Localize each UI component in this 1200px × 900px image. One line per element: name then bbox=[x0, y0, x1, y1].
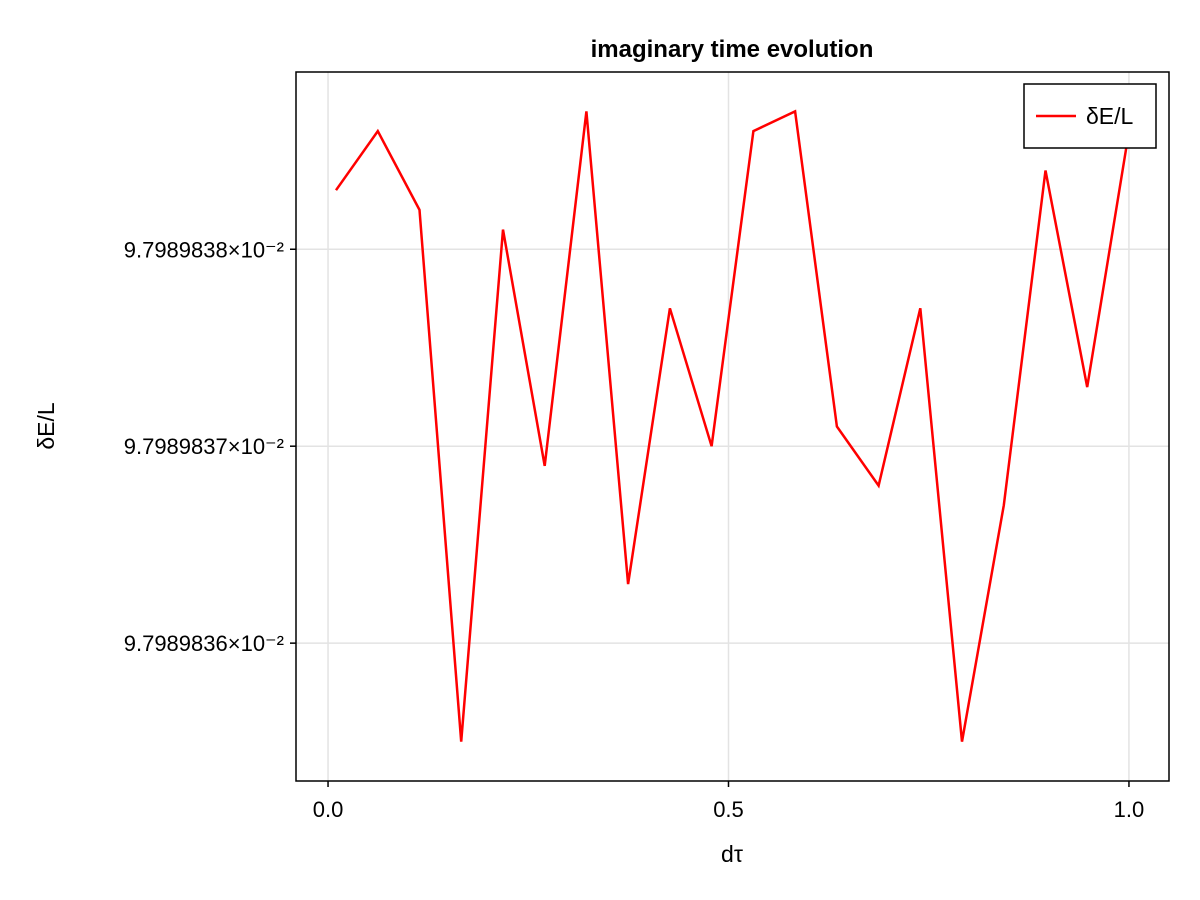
legend: δE/L bbox=[1023, 83, 1157, 149]
y-tick-label: 9.7989837×10⁻² bbox=[124, 434, 284, 459]
y-axis: 9.7989836×10⁻² 9.7989837×10⁻² 9.7989838×10… bbox=[124, 237, 296, 656]
grid bbox=[296, 72, 1169, 781]
x-tick-label: 0.5 bbox=[713, 797, 744, 822]
series-line bbox=[334, 109, 1131, 742]
y-tick-label: 9.7989838×10⁻² bbox=[124, 237, 284, 262]
y-tick-label: 9.7989836×10⁻² bbox=[124, 631, 284, 656]
y-axis-label: δE/L bbox=[33, 402, 59, 450]
x-axis: 0.0 0.5 1.0 bbox=[313, 781, 1145, 822]
x-axis-label: dτ bbox=[721, 841, 743, 867]
legend-label: δE/L bbox=[1086, 103, 1134, 129]
plot-frame bbox=[295, 71, 1170, 782]
series-layer bbox=[334, 109, 1131, 742]
chart-title: imaginary time evolution bbox=[591, 36, 874, 63]
x-tick-label: 0.0 bbox=[313, 797, 344, 822]
x-tick-label: 1.0 bbox=[1114, 797, 1145, 822]
